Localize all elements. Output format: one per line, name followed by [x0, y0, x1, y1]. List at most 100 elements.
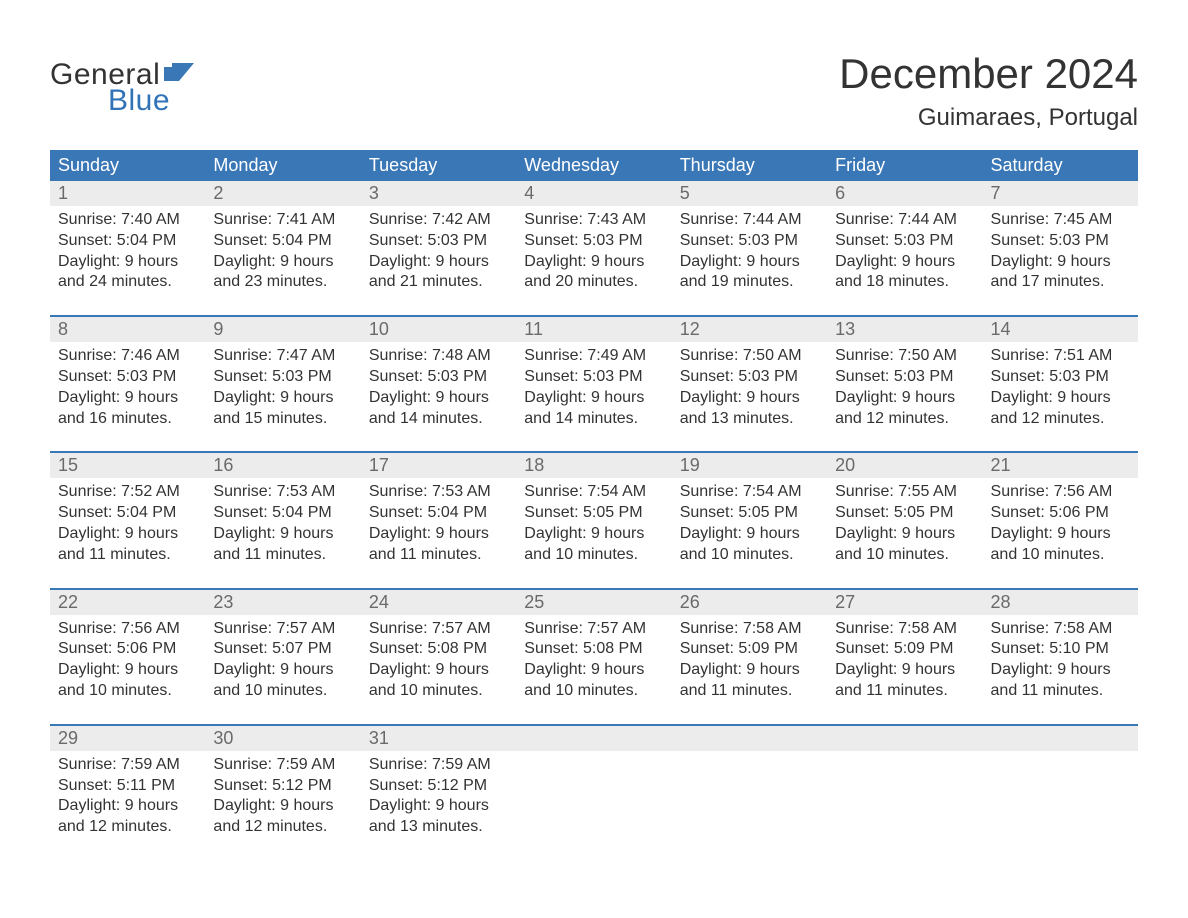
day-number-row: 29 — [50, 726, 205, 751]
daylight-line-2: and 12 minutes. — [213, 817, 352, 838]
day-number: 14 — [991, 317, 1130, 342]
calendar-week: 15Sunrise: 7:52 AMSunset: 5:04 PMDayligh… — [50, 451, 1138, 565]
daylight-line-1: Daylight: 9 hours — [213, 388, 352, 409]
day-number: 10 — [369, 317, 508, 342]
sunrise-line: Sunrise: 7:50 AM — [835, 346, 974, 367]
sunset-line: Sunset: 5:04 PM — [213, 231, 352, 252]
sunset-line: Sunset: 5:12 PM — [369, 776, 508, 797]
sunrise-line: Sunrise: 7:44 AM — [835, 210, 974, 231]
daylight-line-1: Daylight: 9 hours — [991, 252, 1130, 273]
day-number: 29 — [58, 726, 197, 751]
day-info: Sunrise: 7:57 AMSunset: 5:07 PMDaylight:… — [213, 615, 352, 702]
daylight-line-2: and 14 minutes. — [524, 409, 663, 430]
daylight-line-1: Daylight: 9 hours — [369, 660, 508, 681]
day-number: 26 — [680, 590, 819, 615]
sunset-line: Sunset: 5:08 PM — [524, 639, 663, 660]
sunset-line: Sunset: 5:05 PM — [680, 503, 819, 524]
day-number-row: 20 — [827, 453, 982, 478]
day-info: Sunrise: 7:56 AMSunset: 5:06 PMDaylight:… — [58, 615, 197, 702]
day-info: Sunrise: 7:53 AMSunset: 5:04 PMDaylight:… — [213, 478, 352, 565]
day-info: Sunrise: 7:42 AMSunset: 5:03 PMDaylight:… — [369, 206, 508, 293]
sunrise-line: Sunrise: 7:49 AM — [524, 346, 663, 367]
day-info: Sunrise: 7:44 AMSunset: 5:03 PMDaylight:… — [680, 206, 819, 293]
calendar-cell: 12Sunrise: 7:50 AMSunset: 5:03 PMDayligh… — [672, 317, 827, 429]
sunset-line: Sunset: 5:03 PM — [835, 367, 974, 388]
daylight-line-2: and 14 minutes. — [369, 409, 508, 430]
sunrise-line: Sunrise: 7:59 AM — [369, 755, 508, 776]
day-number-row: 24 — [361, 590, 516, 615]
day-info: Sunrise: 7:40 AMSunset: 5:04 PMDaylight:… — [58, 206, 197, 293]
day-number-row: 6 — [827, 181, 982, 206]
daylight-line-1: Daylight: 9 hours — [835, 524, 974, 545]
calendar-cell: 20Sunrise: 7:55 AMSunset: 5:05 PMDayligh… — [827, 453, 982, 565]
daylight-line-1: Daylight: 9 hours — [58, 524, 197, 545]
day-number-row — [983, 726, 1138, 751]
day-info: Sunrise: 7:51 AMSunset: 5:03 PMDaylight:… — [991, 342, 1130, 429]
daylight-line-1: Daylight: 9 hours — [835, 388, 974, 409]
day-number: 3 — [369, 181, 508, 206]
calendar-cell: 19Sunrise: 7:54 AMSunset: 5:05 PMDayligh… — [672, 453, 827, 565]
sunset-line: Sunset: 5:03 PM — [213, 367, 352, 388]
sunset-line: Sunset: 5:09 PM — [680, 639, 819, 660]
daylight-line-2: and 20 minutes. — [524, 272, 663, 293]
sunset-line: Sunset: 5:03 PM — [991, 231, 1130, 252]
sunset-line: Sunset: 5:03 PM — [58, 367, 197, 388]
day-number-row: 31 — [361, 726, 516, 751]
sunrise-line: Sunrise: 7:46 AM — [58, 346, 197, 367]
day-number-row: 23 — [205, 590, 360, 615]
day-number-row — [516, 726, 671, 751]
daylight-line-2: and 10 minutes. — [524, 545, 663, 566]
sunrise-line: Sunrise: 7:43 AM — [524, 210, 663, 231]
daylight-line-2: and 10 minutes. — [680, 545, 819, 566]
sunset-line: Sunset: 5:03 PM — [991, 367, 1130, 388]
day-number-row: 9 — [205, 317, 360, 342]
day-info: Sunrise: 7:52 AMSunset: 5:04 PMDaylight:… — [58, 478, 197, 565]
calendar-cell: 18Sunrise: 7:54 AMSunset: 5:05 PMDayligh… — [516, 453, 671, 565]
day-number-row: 14 — [983, 317, 1138, 342]
calendar-cell: 31Sunrise: 7:59 AMSunset: 5:12 PMDayligh… — [361, 726, 516, 838]
calendar-cell: 10Sunrise: 7:48 AMSunset: 5:03 PMDayligh… — [361, 317, 516, 429]
calendar-cell: 13Sunrise: 7:50 AMSunset: 5:03 PMDayligh… — [827, 317, 982, 429]
month-title: December 2024 — [839, 50, 1138, 98]
sunrise-line: Sunrise: 7:56 AM — [58, 619, 197, 640]
day-number: 16 — [213, 453, 352, 478]
day-info: Sunrise: 7:45 AMSunset: 5:03 PMDaylight:… — [991, 206, 1130, 293]
day-number-row: 21 — [983, 453, 1138, 478]
day-number: 20 — [835, 453, 974, 478]
sunrise-line: Sunrise: 7:57 AM — [369, 619, 508, 640]
daylight-line-2: and 13 minutes. — [680, 409, 819, 430]
day-info: Sunrise: 7:53 AMSunset: 5:04 PMDaylight:… — [369, 478, 508, 565]
sunrise-line: Sunrise: 7:45 AM — [991, 210, 1130, 231]
day-number: 15 — [58, 453, 197, 478]
calendar-week: 1Sunrise: 7:40 AMSunset: 5:04 PMDaylight… — [50, 181, 1138, 293]
day-number: 9 — [213, 317, 352, 342]
daylight-line-2: and 11 minutes. — [991, 681, 1130, 702]
sunrise-line: Sunrise: 7:52 AM — [58, 482, 197, 503]
calendar-cell: 11Sunrise: 7:49 AMSunset: 5:03 PMDayligh… — [516, 317, 671, 429]
day-info: Sunrise: 7:57 AMSunset: 5:08 PMDaylight:… — [369, 615, 508, 702]
weekday-header: Monday — [205, 150, 360, 181]
day-info: Sunrise: 7:54 AMSunset: 5:05 PMDaylight:… — [680, 478, 819, 565]
calendar-cell-empty — [516, 726, 671, 838]
daylight-line-1: Daylight: 9 hours — [213, 796, 352, 817]
sunset-line: Sunset: 5:05 PM — [524, 503, 663, 524]
sunrise-line: Sunrise: 7:41 AM — [213, 210, 352, 231]
day-number-row: 4 — [516, 181, 671, 206]
sunrise-line: Sunrise: 7:59 AM — [213, 755, 352, 776]
day-info: Sunrise: 7:46 AMSunset: 5:03 PMDaylight:… — [58, 342, 197, 429]
daylight-line-1: Daylight: 9 hours — [58, 252, 197, 273]
calendar-cell: 26Sunrise: 7:58 AMSunset: 5:09 PMDayligh… — [672, 590, 827, 702]
day-number: 7 — [991, 181, 1130, 206]
sunset-line: Sunset: 5:09 PM — [835, 639, 974, 660]
sunset-line: Sunset: 5:04 PM — [369, 503, 508, 524]
day-number-row: 30 — [205, 726, 360, 751]
calendar-cell-empty — [672, 726, 827, 838]
day-info: Sunrise: 7:58 AMSunset: 5:10 PMDaylight:… — [991, 615, 1130, 702]
calendar-cell: 17Sunrise: 7:53 AMSunset: 5:04 PMDayligh… — [361, 453, 516, 565]
sunrise-line: Sunrise: 7:58 AM — [680, 619, 819, 640]
flag-icon — [164, 63, 194, 86]
day-number-row: 18 — [516, 453, 671, 478]
day-number: 27 — [835, 590, 974, 615]
sunset-line: Sunset: 5:12 PM — [213, 776, 352, 797]
weekday-header: Tuesday — [361, 150, 516, 181]
